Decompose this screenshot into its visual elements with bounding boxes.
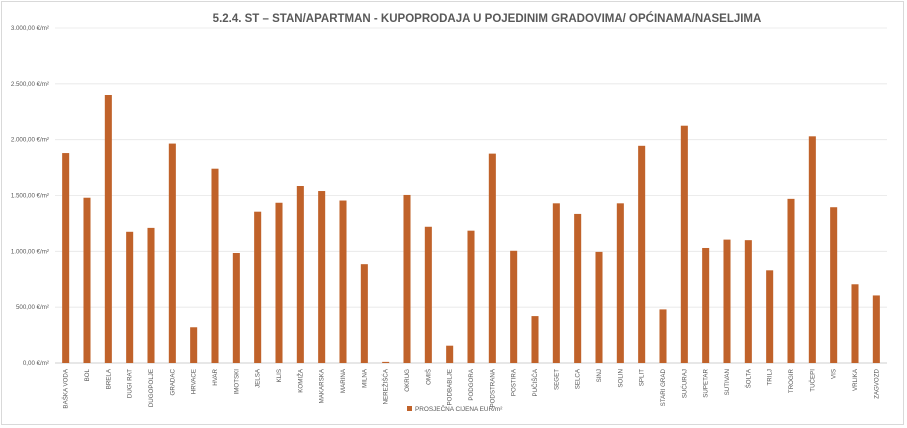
x-tick-label: ZAGVOZD — [873, 368, 880, 398]
y-tick-label: 2.000,00 €/m² — [11, 137, 49, 144]
bar — [659, 309, 667, 363]
bar — [702, 247, 710, 363]
x-tick-label: SINJ — [596, 369, 603, 382]
bar — [168, 143, 176, 363]
bar — [339, 200, 347, 363]
bar — [595, 251, 603, 363]
bar — [424, 226, 432, 363]
bar — [574, 213, 582, 363]
bar — [744, 240, 752, 363]
bar — [83, 197, 91, 363]
x-tick-label: DUGOPOLJE — [148, 369, 155, 407]
x-tick-label: SPLIT — [639, 369, 646, 386]
x-tick-label: BRELA — [105, 368, 112, 389]
bar — [808, 136, 816, 363]
x-tick-label: MAKARSKA — [319, 368, 326, 403]
legend-swatch — [407, 406, 412, 411]
bar — [872, 295, 880, 363]
x-tick-label: MARINA — [340, 368, 347, 393]
x-tick-label: NEREŽIŠĆA — [382, 368, 390, 404]
x-tick-label: SUĆURAJ — [681, 369, 688, 398]
bar — [382, 361, 390, 363]
bar — [446, 345, 454, 363]
x-tick-label: HVAR — [212, 368, 219, 385]
x-tick-label: SEGET — [553, 369, 560, 390]
x-tick-label: JELSA — [255, 368, 262, 388]
bar — [403, 194, 411, 363]
x-tick-label: GRADAC — [169, 368, 176, 395]
x-tick-label: PODSTRANA — [489, 368, 496, 407]
y-tick-label: 1.000,00 €/m² — [11, 248, 49, 255]
x-tick-label: SOLIN — [617, 369, 624, 388]
y-tick-label: 3.000,00 €/m² — [11, 25, 49, 32]
x-tick-label: VIS — [831, 369, 838, 379]
bar — [638, 145, 646, 363]
x-tick-label: KLIS — [276, 369, 283, 382]
x-tick-label: PODBABLJE — [447, 369, 454, 405]
bar — [766, 270, 774, 363]
bar — [190, 327, 198, 363]
bar — [126, 231, 134, 363]
x-axis-ticks: BAŠKA VODA BOL BRELA DUGI RAT DUGOPOLJE GRADA… — [63, 368, 881, 408]
y-axis-ticks: 0,00 €/m² 500,00 €/m² 1.000,00 €/m² 1.500,0… — [11, 25, 49, 367]
bar — [723, 239, 731, 363]
x-tick-label: SUPETAR — [703, 368, 710, 397]
bar — [275, 202, 283, 363]
x-tick-label: SUTIVAN — [724, 369, 731, 395]
bar — [531, 316, 539, 363]
bar — [62, 153, 70, 363]
x-tick-label: SELCA — [575, 368, 582, 389]
bar — [787, 198, 795, 363]
bar — [360, 264, 368, 363]
x-tick-label: STARI GRAD — [660, 368, 667, 406]
bar — [680, 125, 688, 363]
x-tick-label: PUČIŠĆA — [532, 368, 539, 396]
bar — [318, 191, 326, 363]
x-tick-label: TROGIR — [788, 368, 795, 393]
bar — [851, 284, 859, 363]
x-tick-label: TUČEPI — [809, 369, 816, 392]
x-tick-label: MILNA — [361, 368, 368, 388]
y-tick-label: 1.500,00 €/m² — [11, 193, 49, 200]
chart-title: 5.2.4. ST – STAN/APARTMAN - KUPOPRODAJA … — [213, 12, 762, 25]
bar — [488, 153, 496, 363]
x-tick-label: BAŠKA VODA — [63, 368, 70, 408]
bar — [830, 207, 838, 363]
legend-label: PROSJEČNA CIJENA EUR/m² — [415, 404, 502, 413]
x-tick-label: ŠOLTA — [745, 368, 752, 388]
bar — [296, 186, 304, 363]
x-tick-label: OKRUG — [404, 369, 411, 392]
x-tick-label: DUGI RAT — [127, 369, 134, 398]
x-tick-label: PODGORA — [468, 368, 475, 401]
y-tick-label: 0,00 €/m² — [23, 360, 49, 367]
bar — [510, 250, 518, 363]
bar — [211, 168, 219, 363]
y-tick-label: 500,00 €/m² — [16, 304, 49, 311]
x-tick-label: KOMIŽA — [296, 368, 304, 393]
bar — [104, 95, 112, 363]
x-tick-label: HRVACE — [191, 369, 198, 394]
x-tick-label: TRILJ — [767, 369, 774, 386]
bars — [62, 95, 880, 363]
x-tick-label: IMOTSKI — [233, 369, 240, 395]
y-tick-label: 2.500,00 €/m² — [11, 81, 49, 88]
x-tick-label: VRLIKA — [852, 368, 859, 391]
bar — [254, 211, 262, 363]
x-tick-label: OMIŠ — [425, 369, 432, 385]
bar — [552, 203, 560, 363]
x-tick-label: BOL — [84, 368, 91, 381]
legend: PROSJEČNA CIJENA EUR/m² — [407, 404, 502, 413]
bar — [467, 230, 475, 363]
bar — [232, 253, 240, 363]
bar — [616, 203, 624, 363]
x-tick-label: POSTIRA — [511, 368, 518, 396]
bar — [147, 227, 155, 363]
